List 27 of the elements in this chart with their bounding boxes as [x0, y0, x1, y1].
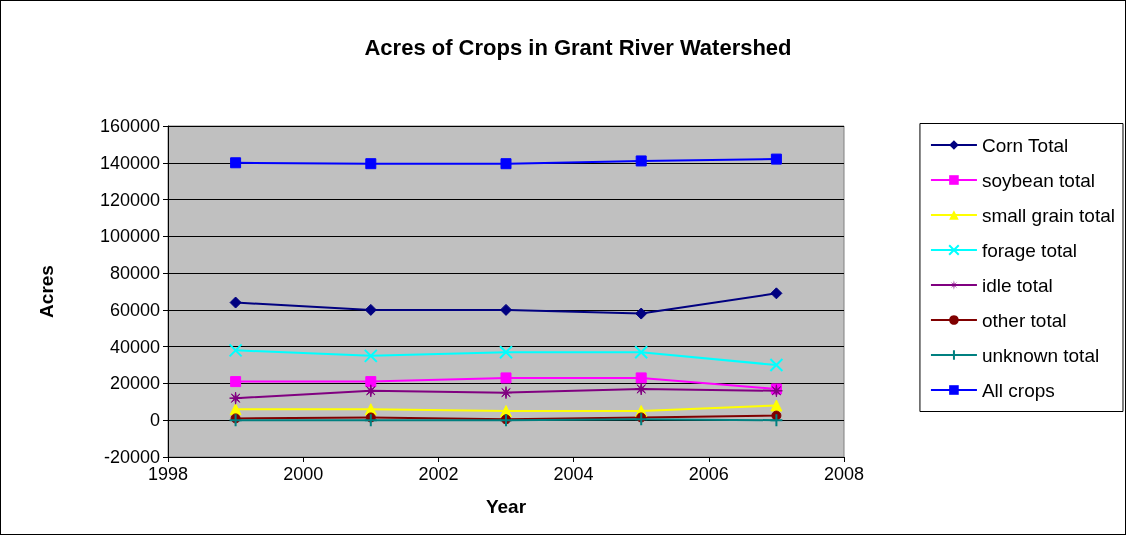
- legend-label: All crops: [981, 379, 1055, 401]
- y-tick-label: 100000: [99, 226, 160, 247]
- x-tick-label: 2008: [823, 464, 865, 484]
- y-axis-title: Acres: [36, 265, 57, 318]
- y-tick-label: 20000: [109, 373, 160, 394]
- y-tick-label: 40000: [109, 336, 160, 357]
- y-tick-label: 140000: [99, 152, 160, 173]
- y-tick-label: 120000: [99, 189, 160, 210]
- legend-label: Corn Total: [981, 134, 1069, 156]
- y-tick-label: 160000: [99, 116, 160, 136]
- y-tick-label: -20000: [103, 447, 160, 467]
- legend-label: small grain total: [981, 204, 1116, 226]
- x-tick-label: 2002: [418, 464, 459, 484]
- chart-title: Acres of Crops in Grant River Watershed: [364, 34, 792, 60]
- legend-label: unknown total: [981, 344, 1100, 366]
- x-tick-label: 1998: [147, 464, 189, 484]
- x-tick-label: 2000: [283, 464, 324, 484]
- y-tick-label: 0: [149, 410, 160, 431]
- legend-label: forage total: [981, 239, 1078, 261]
- x-tick-label: 2004: [553, 464, 594, 484]
- legend-label: idle total: [981, 274, 1053, 296]
- x-axis-title: Year: [485, 496, 527, 517]
- y-tick-label: 80000: [109, 263, 160, 284]
- legend-label: soybean total: [981, 169, 1095, 191]
- x-tick-label: 2006: [688, 464, 729, 484]
- y-tick-label: 60000: [109, 299, 160, 320]
- legend-label: other total: [981, 309, 1067, 331]
